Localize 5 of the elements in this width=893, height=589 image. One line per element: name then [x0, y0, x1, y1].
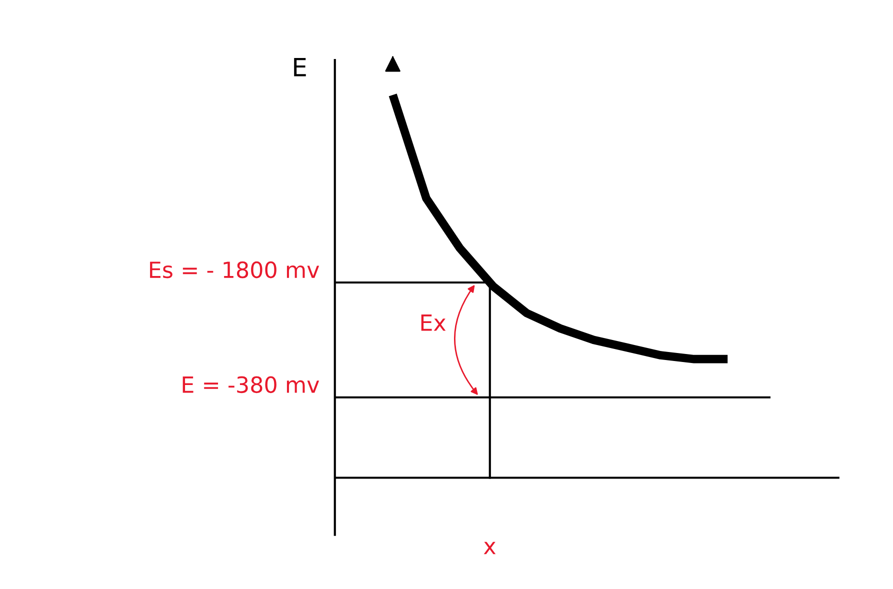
annotation: Ex	[421, 314, 446, 331]
text: E = -380 mv	[182, 376, 320, 394]
y-axis-title: E	[294, 58, 306, 76]
text: Es = - 1800 mv	[150, 261, 320, 278]
x-axis-title: x	[484, 542, 496, 554]
